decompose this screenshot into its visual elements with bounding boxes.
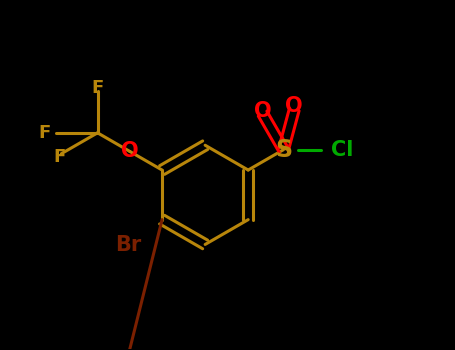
Text: Br: Br xyxy=(115,236,141,256)
Text: O: O xyxy=(254,101,271,121)
Text: F: F xyxy=(53,148,66,166)
Text: F: F xyxy=(91,79,104,97)
Text: S: S xyxy=(275,138,292,162)
Text: F: F xyxy=(39,124,51,142)
Text: O: O xyxy=(285,97,303,117)
Text: Cl: Cl xyxy=(331,140,353,160)
Text: O: O xyxy=(121,141,139,161)
